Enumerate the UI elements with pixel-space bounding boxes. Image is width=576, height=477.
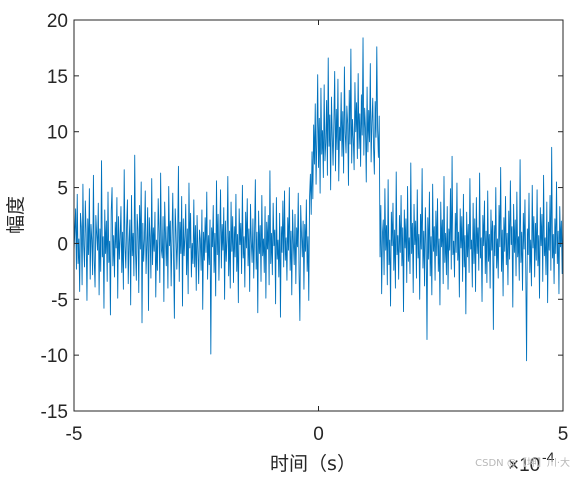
ticks-layer: -15 -10 -5 0 5 10 15 20 -5 0 5 (41, 11, 569, 445)
y-tick-label: -5 (51, 290, 68, 311)
y-axis-label: 幅度 (5, 196, 27, 234)
y-tick-label: 10 (47, 123, 68, 144)
x-exponent-base: ×10 (508, 455, 540, 476)
x-exponent-power: -4 (542, 449, 555, 465)
watermark: CSDN @【坤】川·大 (475, 458, 570, 469)
x-tick-label: -5 (66, 424, 83, 445)
x-tick-label: 5 (558, 424, 569, 445)
y-tick-label: 20 (47, 11, 68, 32)
y-tick-label: 0 (57, 234, 68, 255)
series-layer (73, 37, 564, 362)
y-tick-label: -10 (41, 346, 68, 367)
y-tick-label: 15 (47, 67, 68, 88)
y-tick-label: 5 (57, 179, 68, 200)
series-line (73, 37, 564, 362)
x-tick-label: 0 (313, 424, 324, 445)
y-tick-label: -15 (41, 402, 68, 423)
x-axis-label: 时间（s） (270, 453, 356, 475)
plot-area (74, 20, 563, 411)
